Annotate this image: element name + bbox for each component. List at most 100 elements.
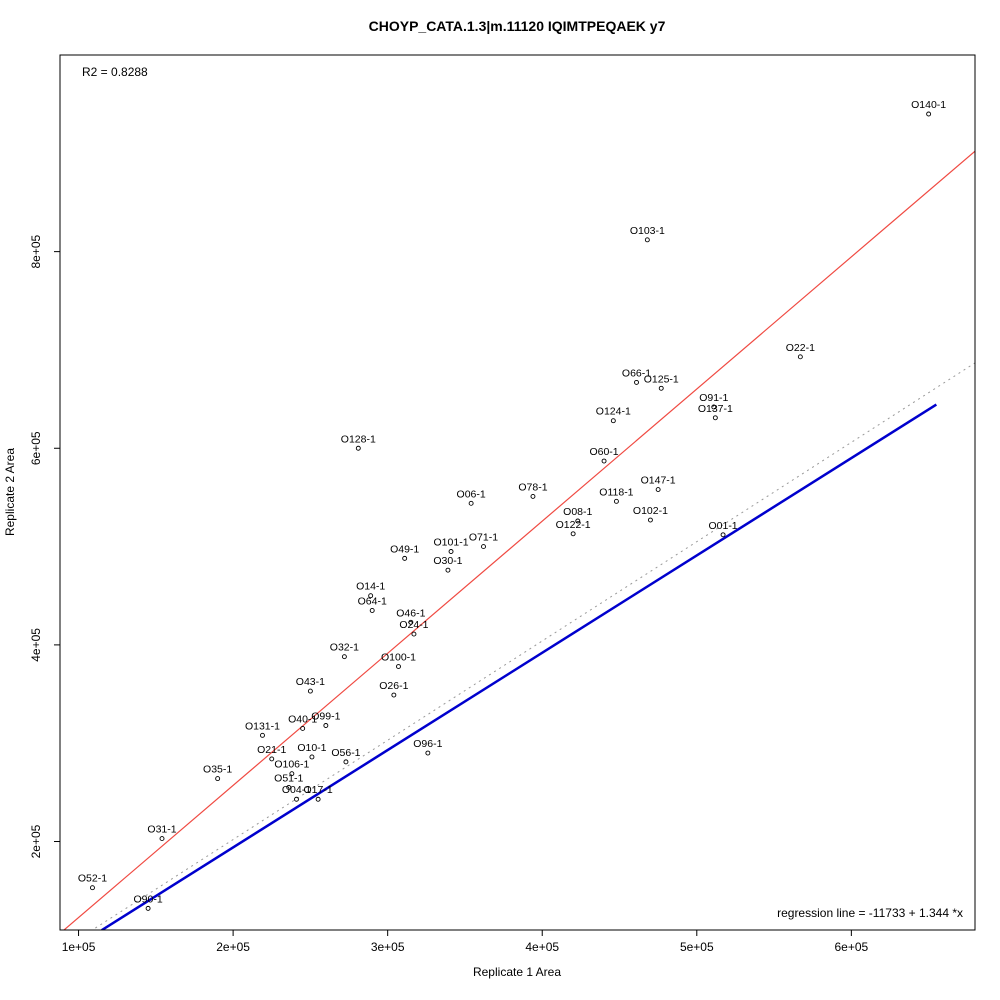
data-point xyxy=(402,555,408,561)
data-point xyxy=(613,498,619,504)
point-label: O147-1 xyxy=(641,475,676,487)
data-point xyxy=(634,379,639,385)
point-label: O10-1 xyxy=(297,742,326,754)
point-label: O43-1 xyxy=(296,676,325,688)
point-label: O49-1 xyxy=(390,543,419,555)
data-point xyxy=(300,726,306,731)
data-point xyxy=(720,532,726,538)
x-tick-label: 5e+05 xyxy=(680,940,714,954)
data-point xyxy=(323,723,329,728)
x-tick-label: 2e+05 xyxy=(216,940,250,954)
data-point xyxy=(481,544,486,550)
data-point xyxy=(294,796,299,802)
point-label: O66-1 xyxy=(622,367,651,379)
point-label: O40-1 xyxy=(288,713,317,725)
data-point xyxy=(369,608,375,613)
data-point xyxy=(445,567,451,573)
data-point xyxy=(448,549,454,554)
data-point xyxy=(570,531,576,537)
data-point xyxy=(610,418,616,424)
point-label: O52-1 xyxy=(78,873,107,885)
x-tick-label: 6e+05 xyxy=(834,940,868,954)
y-tick-label: 6e+05 xyxy=(29,431,43,465)
point-label: O17-1 xyxy=(304,784,333,796)
point-label: O125-1 xyxy=(644,373,679,385)
point-label: O90-1 xyxy=(134,893,163,905)
data-point xyxy=(391,692,397,698)
point-label: O122-1 xyxy=(556,519,591,531)
point-label: O14-1 xyxy=(356,581,385,593)
y-tick-label: 2e+05 xyxy=(29,824,43,858)
point-label: O118-1 xyxy=(599,486,633,498)
point-label: O35-1 xyxy=(203,764,232,776)
point-label: O96-1 xyxy=(413,738,442,750)
x-tick-label: 4e+05 xyxy=(525,940,559,954)
data-point xyxy=(260,732,265,738)
point-label: O137-1 xyxy=(698,403,733,415)
point-label: O32-1 xyxy=(330,642,359,654)
point-label: O100-1 xyxy=(381,652,416,664)
plot-border xyxy=(59,54,976,931)
point-label: O26-1 xyxy=(379,680,408,692)
point-label: O46-1 xyxy=(396,607,425,619)
x-tick-label: 1e+05 xyxy=(62,940,96,954)
y-tick-label: 8e+05 xyxy=(29,234,43,268)
data-point xyxy=(286,784,292,790)
axis-layer: 1e+05 2e+05 3e+05 4e+05 5e+05 6e+05 2e+05 4e+05… xyxy=(29,234,869,954)
data-point xyxy=(575,518,581,524)
point-label: O128-1 xyxy=(341,433,376,445)
data-point xyxy=(655,487,661,493)
point-label: O102-1 xyxy=(633,505,668,517)
data-point xyxy=(341,654,347,660)
data-point xyxy=(159,836,165,842)
point-label: O91-1 xyxy=(699,392,728,404)
y-tick-label: 4e+05 xyxy=(29,628,43,662)
point-label: O06-1 xyxy=(457,488,486,500)
point-label: O140-1 xyxy=(911,99,946,111)
point-label: O21-1 xyxy=(257,744,286,756)
data-point xyxy=(712,415,718,421)
data-point xyxy=(601,458,607,464)
data-point xyxy=(90,885,95,891)
chart-title: CHOYP_CATA.1.3|m.11120 IQIMTPEQAEK y7 xyxy=(369,18,666,34)
data-point xyxy=(468,500,474,506)
data-point xyxy=(658,385,664,391)
data-point xyxy=(711,404,717,410)
point-label: O30-1 xyxy=(433,555,462,567)
data-point xyxy=(215,776,221,782)
data-point xyxy=(644,237,650,243)
r-squared-annotation: R2 = 0.8288 xyxy=(82,65,148,79)
data-point xyxy=(926,111,932,117)
regression-equation-annotation: regression line = -11733 + 1.344 *x xyxy=(777,906,963,920)
point-label: O101-1 xyxy=(434,536,469,548)
data-point xyxy=(530,493,536,499)
fit-blue-line xyxy=(101,403,938,930)
point-label: O78-1 xyxy=(518,481,547,493)
point-label: O71-1 xyxy=(469,532,498,544)
point-label: O56-1 xyxy=(331,747,360,759)
point-label: O64-1 xyxy=(358,595,387,607)
point-label: O124-1 xyxy=(596,406,631,418)
point-label: O51-1 xyxy=(274,772,303,784)
data-point xyxy=(408,619,414,625)
point-label: O24-1 xyxy=(399,619,428,631)
data-point xyxy=(368,593,374,599)
data-point xyxy=(396,664,401,669)
data-point xyxy=(411,631,417,637)
point-label: O60-1 xyxy=(589,446,618,458)
data-point xyxy=(269,756,275,762)
point-label: O01-1 xyxy=(708,520,737,532)
data-point xyxy=(343,759,349,765)
point-label: O04-1 xyxy=(282,784,311,796)
data-point xyxy=(145,905,151,911)
point-label: O106-1 xyxy=(274,759,309,771)
line-layer xyxy=(63,150,975,930)
data-point xyxy=(309,754,315,760)
identity-dotted-line xyxy=(91,362,975,930)
data-point xyxy=(647,517,653,523)
regression-line xyxy=(63,150,975,930)
data-point xyxy=(315,796,321,802)
